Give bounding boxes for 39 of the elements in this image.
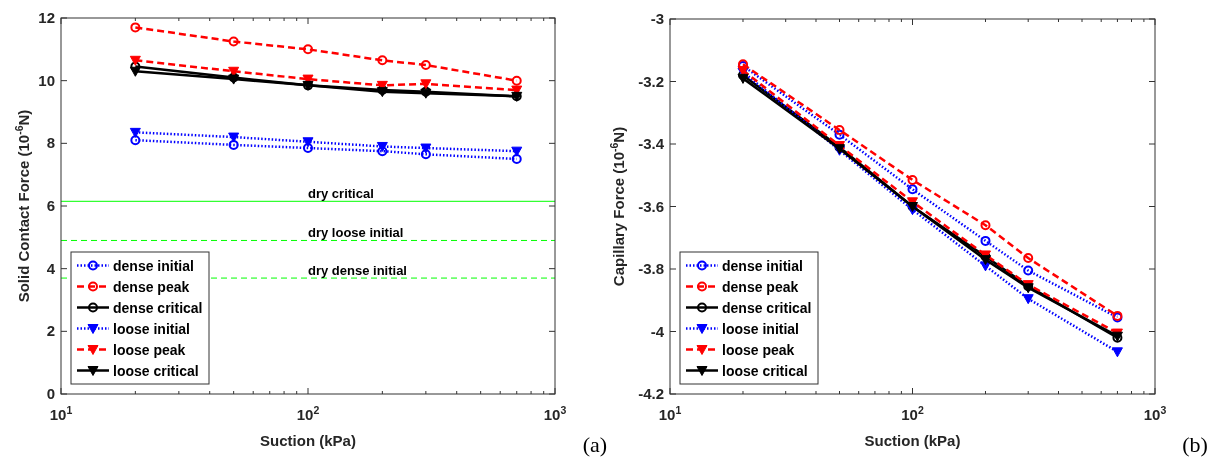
legend-label: loose peak (113, 341, 186, 358)
y-tick-label: 8 (46, 134, 55, 152)
ref-line-label: dry dense initial (308, 263, 407, 279)
x-tick-label: 10$^{3}$ (543, 404, 567, 423)
legend-label: dense peak (722, 278, 799, 295)
y-tick-label: 6 (46, 197, 55, 214)
ref-line-label: dry critical (308, 186, 374, 202)
legend-label: loose critical (113, 362, 199, 379)
y-tick-label: -3.6 (638, 197, 664, 215)
y-tick-label: 4 (46, 259, 56, 277)
y-tick-label: 12 (38, 9, 55, 26)
y-tick-label: 0 (46, 385, 55, 402)
y-tick-label: -3.2 (638, 72, 664, 90)
text: (b) (1182, 432, 1208, 457)
x-axis-title: Suction (kPa) (864, 432, 961, 449)
legend-label: dense critical (113, 299, 203, 316)
legend-label: dense peak (113, 278, 190, 295)
y-tick-label: 10 (38, 71, 55, 89)
y-tick-label: 2 (46, 322, 55, 340)
legend-label: loose critical (722, 362, 808, 379)
legend-label: loose initial (113, 320, 191, 337)
x-tick-label: 10$^{3}$ (1143, 404, 1167, 423)
legend-label: dense critical (722, 299, 812, 316)
text: (a) (582, 432, 608, 457)
y-tick-label: -4 (650, 322, 665, 340)
legend-label: dense initial (722, 257, 803, 274)
legend-label: loose initial (722, 320, 800, 337)
x-tick-label: 10$^{1}$ (49, 404, 73, 423)
y-tick-label: -3.8 (638, 260, 664, 277)
x-tick-label: 10$^{2}$ (296, 404, 320, 423)
x-tick-label: 10$^{2}$ (901, 404, 924, 423)
y-tick-label: -3.4 (638, 135, 665, 152)
y-tick-label: -3 (650, 10, 664, 27)
ref-line-label: dry loose initial (308, 225, 404, 241)
y-tick-label: -4.2 (638, 385, 664, 402)
legend-label: dense initial (113, 257, 194, 274)
x-axis-title: Suction (kPa) (260, 432, 356, 449)
legend-label: loose peak (722, 341, 795, 358)
x-tick-label: 10$^{1}$ (658, 404, 682, 423)
